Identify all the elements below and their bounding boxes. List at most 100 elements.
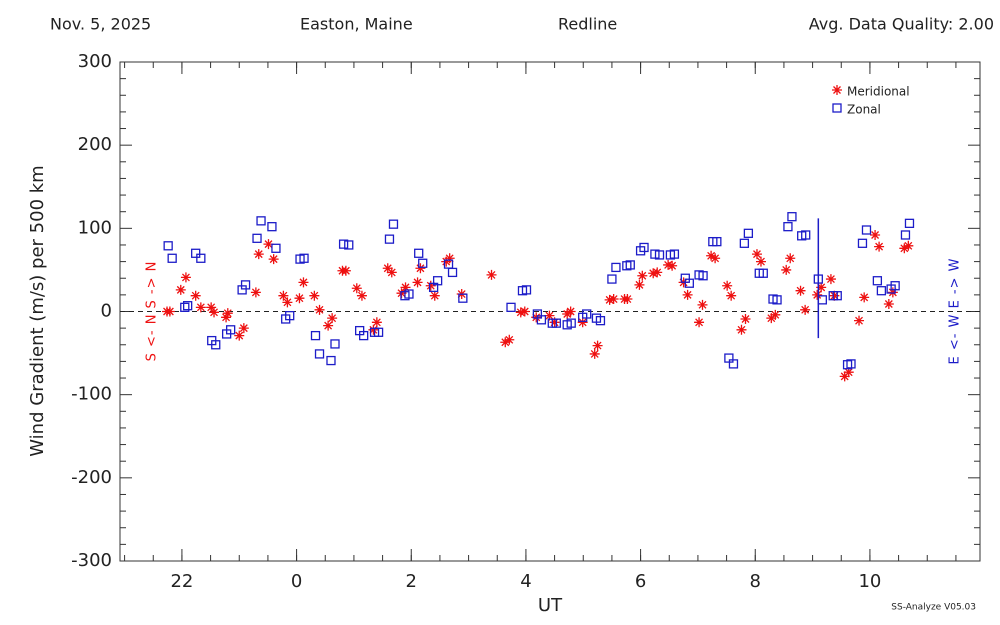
point — [206, 302, 217, 313]
point — [486, 269, 497, 280]
point — [577, 317, 588, 328]
point — [298, 277, 309, 288]
point — [388, 219, 399, 229]
x-tick-label: 6 — [635, 571, 646, 592]
y-tick-label: 200 — [78, 134, 112, 155]
point — [351, 283, 362, 294]
point — [285, 311, 295, 321]
point — [698, 271, 708, 281]
x-tick-label: 4 — [520, 571, 531, 592]
point — [521, 285, 532, 295]
point — [669, 249, 680, 259]
y-tick-label: 300 — [78, 51, 112, 72]
point — [887, 287, 898, 298]
point — [209, 307, 220, 318]
point — [163, 241, 173, 251]
point — [382, 263, 393, 274]
point — [551, 318, 561, 328]
point — [373, 327, 384, 337]
point — [190, 290, 201, 301]
point — [755, 256, 766, 267]
point — [634, 279, 645, 290]
point — [299, 253, 309, 263]
point — [278, 290, 289, 301]
point — [536, 315, 547, 325]
point — [825, 274, 836, 285]
point — [787, 212, 797, 222]
point — [654, 250, 665, 260]
point — [515, 307, 526, 318]
y-tick-label: 100 — [78, 217, 112, 238]
point — [371, 317, 382, 328]
point — [221, 312, 232, 323]
point — [839, 371, 850, 382]
point — [736, 324, 747, 335]
point — [294, 293, 305, 304]
point — [271, 243, 281, 253]
point — [263, 239, 274, 250]
point — [180, 272, 191, 283]
point — [566, 318, 576, 328]
point — [899, 243, 910, 254]
point — [706, 250, 717, 261]
point — [250, 287, 261, 298]
point — [267, 222, 277, 232]
point — [429, 290, 440, 301]
point — [722, 280, 733, 291]
point — [282, 297, 293, 308]
point — [728, 359, 739, 369]
point — [340, 265, 351, 276]
point — [447, 267, 458, 278]
legend-marker — [832, 103, 842, 113]
point — [684, 278, 694, 288]
point — [582, 309, 592, 319]
point — [832, 291, 842, 301]
point — [253, 249, 264, 260]
point — [883, 299, 894, 310]
point — [268, 254, 279, 265]
point — [876, 286, 887, 296]
point — [180, 302, 190, 312]
point — [622, 294, 633, 305]
point — [544, 310, 555, 321]
y-axis-label: Wind Gradient (m/s) per 500 km — [27, 165, 48, 456]
point — [314, 349, 325, 359]
point — [770, 309, 781, 320]
point — [323, 320, 334, 331]
point — [766, 313, 777, 324]
header-quality: Avg. Data Quality: 2.00 — [809, 15, 994, 34]
x-tick-label: 0 — [291, 571, 302, 592]
point — [432, 276, 443, 286]
point — [900, 230, 911, 240]
point — [758, 268, 768, 278]
point — [240, 280, 251, 290]
point — [400, 282, 411, 293]
point — [384, 234, 395, 244]
point — [592, 340, 603, 351]
point — [309, 290, 320, 301]
point — [589, 348, 600, 359]
point — [412, 277, 423, 288]
point — [164, 306, 175, 317]
right-annotation: E <- W E -> W — [948, 258, 963, 365]
point — [697, 299, 708, 310]
point — [425, 280, 436, 291]
point — [310, 330, 321, 341]
point — [800, 304, 811, 315]
point — [191, 248, 201, 258]
point — [330, 339, 340, 349]
point — [783, 222, 793, 232]
point — [386, 267, 397, 278]
point — [726, 290, 737, 301]
point — [415, 263, 426, 274]
y-tick-label: -300 — [71, 550, 112, 571]
point — [801, 230, 811, 240]
footer: SS-Analyze V05.03 — [891, 603, 976, 613]
point — [196, 253, 206, 263]
header-date: Nov. 5, 2025 — [50, 15, 151, 34]
point — [608, 294, 619, 305]
point — [183, 301, 193, 311]
point — [595, 315, 606, 326]
